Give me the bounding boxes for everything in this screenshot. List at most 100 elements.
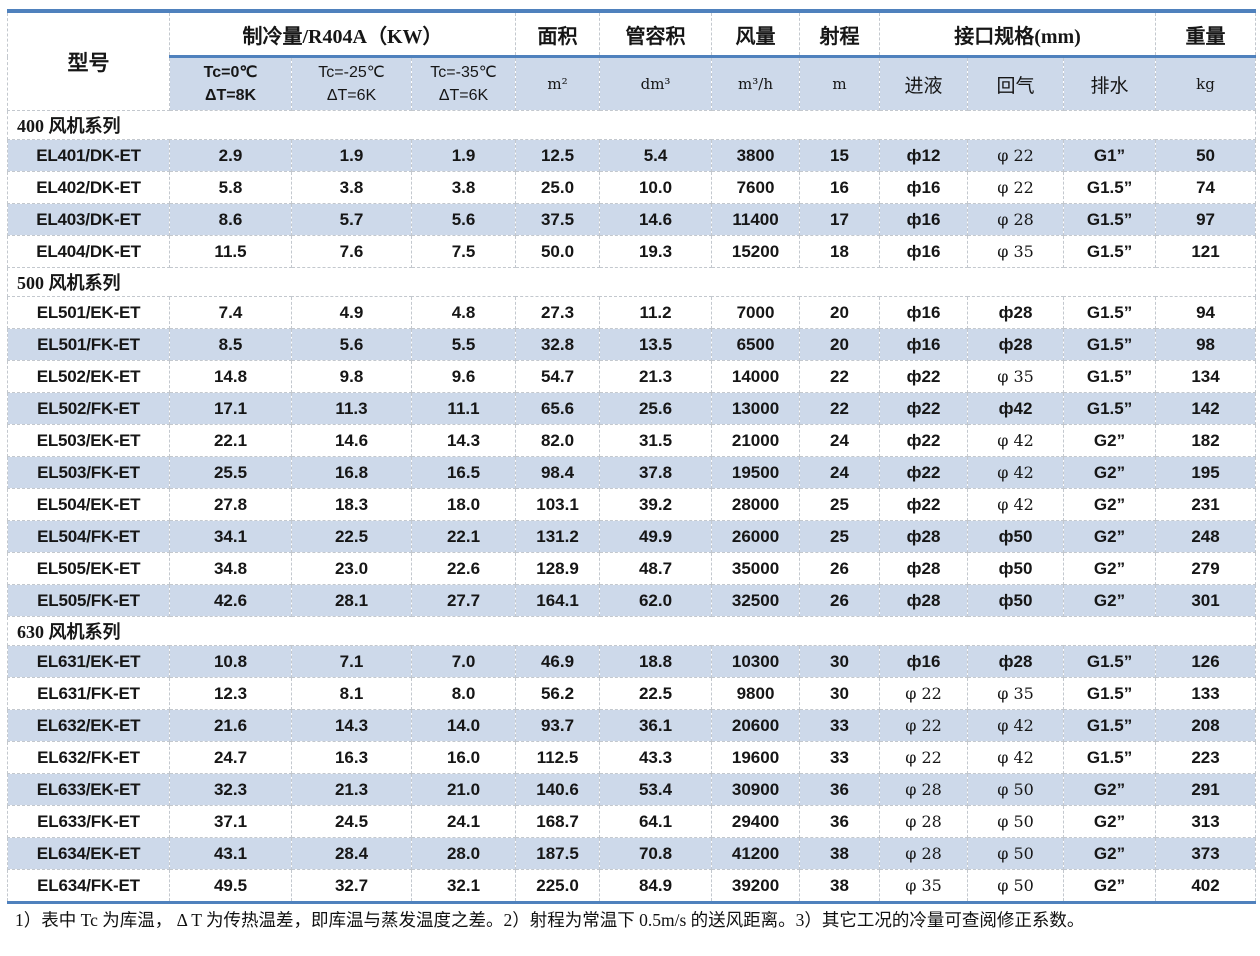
cell-throw: 20 <box>799 296 881 329</box>
cell-cooling-tc0: 2.9 <box>169 139 292 172</box>
cell-area: 25.0 <box>515 171 601 204</box>
condition-line2: ΔT=6K <box>326 87 377 104</box>
cell-liquid-in: ф22 <box>879 488 969 521</box>
cell-model: EL401/DK-ET <box>7 139 170 172</box>
cell-throw: 26 <box>799 552 881 585</box>
cell-cooling-tc-25: 5.7 <box>291 203 412 236</box>
cell-airflow: 35000 <box>711 552 801 585</box>
cell-model: EL403/DK-ET <box>7 203 170 236</box>
cell-model: EL631/EK-ET <box>7 645 170 678</box>
cell-cooling-tc-35: 28.0 <box>410 837 517 870</box>
cell-weight: 182 <box>1155 424 1257 457</box>
cell-airflow: 6500 <box>711 328 801 361</box>
cell-drain: G2” <box>1063 424 1157 457</box>
table-row: EL502/EK-ET 14.8 9.8 9.6 54.7 21.3 14000 22 ф22 φ… <box>7 360 1257 393</box>
cell-liquid-in: ф16 <box>879 203 969 236</box>
table-row: EL403/DK-ET 8.6 5.7 5.6 37.5 14.6 11400 17 ф16 φ … <box>7 203 1257 236</box>
cell-airflow: 30900 <box>711 773 801 806</box>
cell-weight: 50 <box>1155 139 1257 172</box>
section-title: 630 风机系列 <box>6 616 1257 646</box>
table-row: EL631/FK-ET 12.3 8.1 8.0 56.2 22.5 9800 30 φ 22 φ… <box>7 677 1257 710</box>
cell-drain: G2” <box>1063 773 1157 806</box>
cell-drain: G1.5” <box>1063 296 1157 329</box>
cell-cooling-tc-35: 8.0 <box>410 677 517 710</box>
cell-area: 93.7 <box>515 709 601 742</box>
col-header-area: 面积 <box>515 10 601 58</box>
cell-cooling-tc-25: 5.6 <box>291 328 412 361</box>
cell-drain: G2” <box>1063 520 1157 553</box>
cell-model: EL634/EK-ET <box>7 837 170 870</box>
table-row: EL503/FK-ET 25.5 16.8 16.5 98.4 37.8 19500 24 ф2… <box>7 456 1257 489</box>
cell-cooling-tc-35: 24.1 <box>410 805 517 838</box>
cell-gas-return: φ 50 <box>967 805 1065 838</box>
cell-weight: 142 <box>1155 392 1257 425</box>
cell-cooling-tc0: 34.8 <box>169 552 292 585</box>
cell-cooling-tc-25: 11.3 <box>291 392 412 425</box>
cell-throw: 20 <box>799 328 881 361</box>
cell-drain: G1.5” <box>1063 235 1157 268</box>
table-header: 型号 制冷量/R404A（KW） 面积 管容积 风量 射程 接口规格(mm) 重… <box>7 10 1257 111</box>
cell-cooling-tc-35: 4.8 <box>410 296 517 329</box>
table-row: EL634/EK-ET 43.1 28.4 28.0 187.5 70.8 41200 38 φ… <box>7 837 1257 870</box>
cell-cooling-tc-25: 24.5 <box>291 805 412 838</box>
cell-throw: 30 <box>799 677 881 710</box>
cell-gas-return: φ 42 <box>967 709 1065 742</box>
cell-liquid-in: ф28 <box>879 552 969 585</box>
cell-drain: G2” <box>1063 584 1157 617</box>
cell-drain: G1.5” <box>1063 171 1157 204</box>
section-row: 630 风机系列 <box>6 616 1257 646</box>
cell-liquid-in: φ 22 <box>879 741 969 774</box>
cell-cooling-tc-35: 7.5 <box>410 235 517 268</box>
cell-cooling-tc0: 8.6 <box>169 203 292 236</box>
table-row: EL404/DK-ET 11.5 7.6 7.5 50.0 19.3 15200 18 ф16 φ… <box>7 235 1257 268</box>
cell-airflow: 9800 <box>711 677 801 710</box>
cell-cooling-tc0: 7.4 <box>169 296 292 329</box>
cell-tube-volume: 21.3 <box>599 360 713 393</box>
cell-area: 140.6 <box>515 773 601 806</box>
cell-liquid-in: φ 22 <box>879 709 969 742</box>
cell-tube-volume: 13.5 <box>599 328 713 361</box>
cell-airflow: 28000 <box>711 488 801 521</box>
col-unit-airflow: m³/h <box>711 56 801 111</box>
cell-drain: G2” <box>1063 837 1157 870</box>
cell-cooling-tc-25: 8.1 <box>291 677 412 710</box>
col-unit-throw: m <box>799 56 881 111</box>
cell-weight: 74 <box>1155 171 1257 204</box>
cell-gas-return: φ 42 <box>967 424 1065 457</box>
cell-cooling-tc-35: 14.0 <box>410 709 517 742</box>
spec-table: 型号 制冷量/R404A（KW） 面积 管容积 风量 射程 接口规格(mm) 重… <box>6 9 1257 904</box>
table-row: EL505/EK-ET 34.8 23.0 22.6 128.9 48.7 35000 26 ф… <box>7 552 1257 585</box>
col-unit-tube-volume: dm³ <box>599 56 713 111</box>
cell-weight: 133 <box>1155 677 1257 710</box>
cell-weight: 208 <box>1155 709 1257 742</box>
condition-line1: Tc=0℃ <box>203 63 258 81</box>
cell-airflow: 41200 <box>711 837 801 870</box>
col-unit-area: m² <box>515 56 601 111</box>
cell-cooling-tc-25: 28.4 <box>291 837 412 870</box>
cell-liquid-in: ф22 <box>879 360 969 393</box>
cell-tube-volume: 18.8 <box>599 645 713 678</box>
cell-throw: 25 <box>799 488 881 521</box>
cell-model: EL503/EK-ET <box>7 424 170 457</box>
cell-cooling-tc0: 22.1 <box>169 424 292 457</box>
cell-area: 32.8 <box>515 328 601 361</box>
cell-cooling-tc-25: 16.8 <box>291 456 412 489</box>
cell-liquid-in: ф16 <box>879 296 969 329</box>
section-row: 400 风机系列 <box>6 110 1257 140</box>
cell-cooling-tc-25: 14.6 <box>291 424 412 457</box>
cell-cooling-tc-25: 4.9 <box>291 296 412 329</box>
cell-gas-return: φ 42 <box>967 741 1065 774</box>
cell-model: EL503/FK-ET <box>7 456 170 489</box>
cell-cooling-tc-25: 7.1 <box>291 645 412 678</box>
cell-model: EL633/FK-ET <box>7 805 170 838</box>
section-title: 400 风机系列 <box>6 110 1257 140</box>
cell-tube-volume: 11.2 <box>599 296 713 329</box>
cell-liquid-in: φ 22 <box>879 677 969 710</box>
cell-liquid-in: ф28 <box>879 584 969 617</box>
cell-cooling-tc-25: 16.3 <box>291 741 412 774</box>
cell-cooling-tc-35: 16.5 <box>410 456 517 489</box>
table-row: EL401/DK-ET 2.9 1.9 1.9 12.5 5.4 3800 15 ф12 φ 22… <box>7 139 1257 172</box>
cell-area: 54.7 <box>515 360 601 393</box>
condition-line1: Tc=-25℃ <box>318 63 385 81</box>
cell-cooling-tc0: 10.8 <box>169 645 292 678</box>
